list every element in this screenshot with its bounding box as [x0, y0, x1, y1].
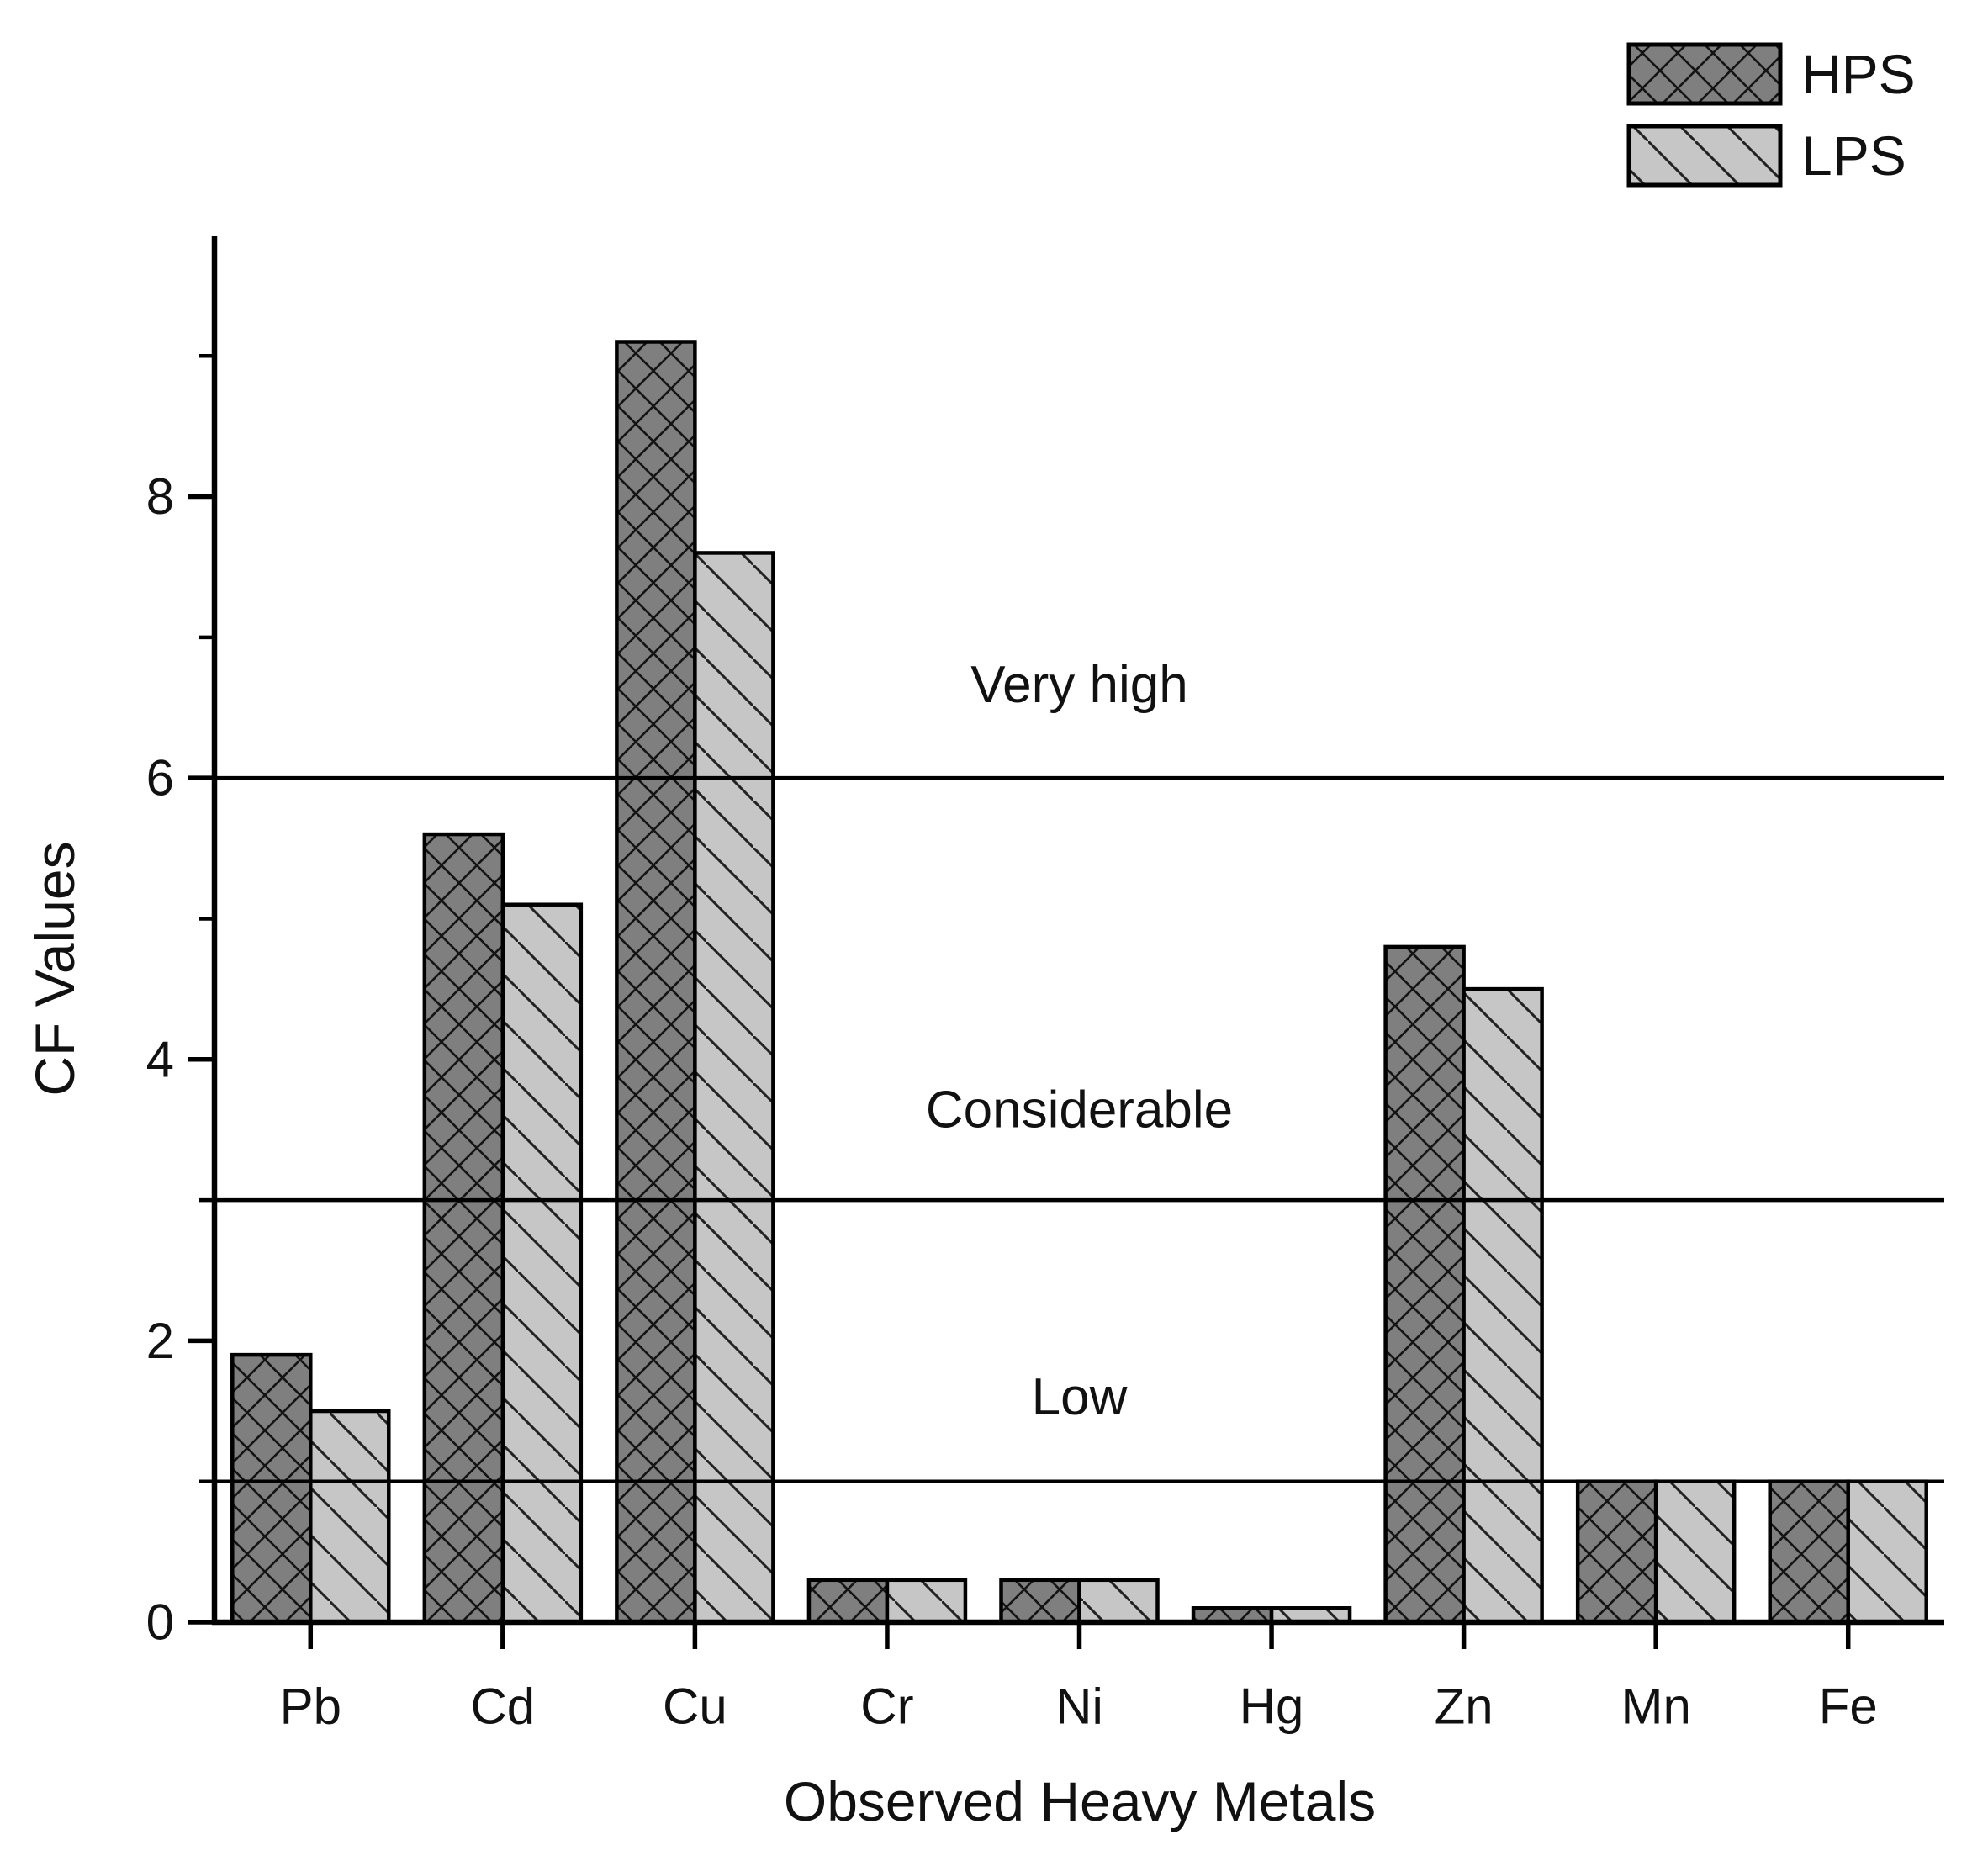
bar-hps-Ni — [999, 1578, 1081, 1625]
category-label-Zn: Zn — [1435, 1679, 1494, 1735]
bar-lps-Cu — [693, 551, 775, 1625]
bar-lps-Cd — [500, 902, 584, 1625]
category-label-Fe: Fe — [1819, 1679, 1878, 1735]
bar-lps-Mn — [1653, 1479, 1737, 1625]
legend-label-hps: HPS — [1801, 43, 1916, 105]
category-label-Hg: Hg — [1240, 1679, 1304, 1735]
bar-hps-Zn — [1383, 944, 1466, 1625]
bars-layer — [230, 340, 1928, 1625]
category-label-Mn: Mn — [1621, 1679, 1690, 1735]
y-tick-label-8: 8 — [146, 468, 174, 525]
annotation-low: Low — [1032, 1368, 1128, 1426]
category-label-Cd: Cd — [470, 1679, 535, 1735]
category-label-Pb: Pb — [280, 1679, 341, 1735]
category-label-Ni: Ni — [1055, 1679, 1103, 1735]
bar-hps-Cd — [422, 832, 505, 1625]
y-tick-label-0: 0 — [146, 1594, 174, 1651]
annotation-considerable: Considerable — [926, 1081, 1233, 1139]
legend-label-lps: LPS — [1801, 124, 1906, 187]
bar-lps-Zn — [1462, 986, 1544, 1625]
x-axis-title: Observed Heavy Metals — [784, 1770, 1376, 1832]
bar-lps-Fe — [1846, 1479, 1928, 1625]
y-tick-label-2: 2 — [146, 1313, 174, 1369]
bar-lps-Ni — [1077, 1578, 1160, 1625]
reference-lines-layer — [214, 775, 1944, 1483]
annotation-very-high: Very high — [970, 656, 1188, 714]
bar-lps-Pb — [309, 1409, 391, 1625]
axes-layer: 0 2 4 6 8 Pb Cd Cu Cr Ni Hg Zn Mn Fe — [146, 236, 1944, 1735]
y-axis-title: CF Values — [24, 841, 86, 1096]
category-label-Cu: Cu — [663, 1679, 727, 1735]
y-tick-label-4: 4 — [146, 1031, 174, 1087]
bar-hps-Pb — [230, 1352, 313, 1625]
y-tick-label-6: 6 — [146, 750, 174, 806]
category-label-Cr: Cr — [860, 1679, 913, 1735]
legend-swatch-lps — [1626, 124, 1783, 188]
annotations-layer: Very high Considerable Low — [926, 656, 1233, 1426]
legend-swatch-hps — [1626, 42, 1783, 106]
bar-hps-Cu — [615, 340, 697, 1625]
legend: HPS LPS — [1626, 42, 1916, 188]
bar-hps-Fe — [1768, 1479, 1850, 1625]
bar-hps-Mn — [1575, 1479, 1658, 1625]
bar-hps-Cr — [806, 1578, 890, 1625]
bar-lps-Cr — [885, 1578, 968, 1625]
